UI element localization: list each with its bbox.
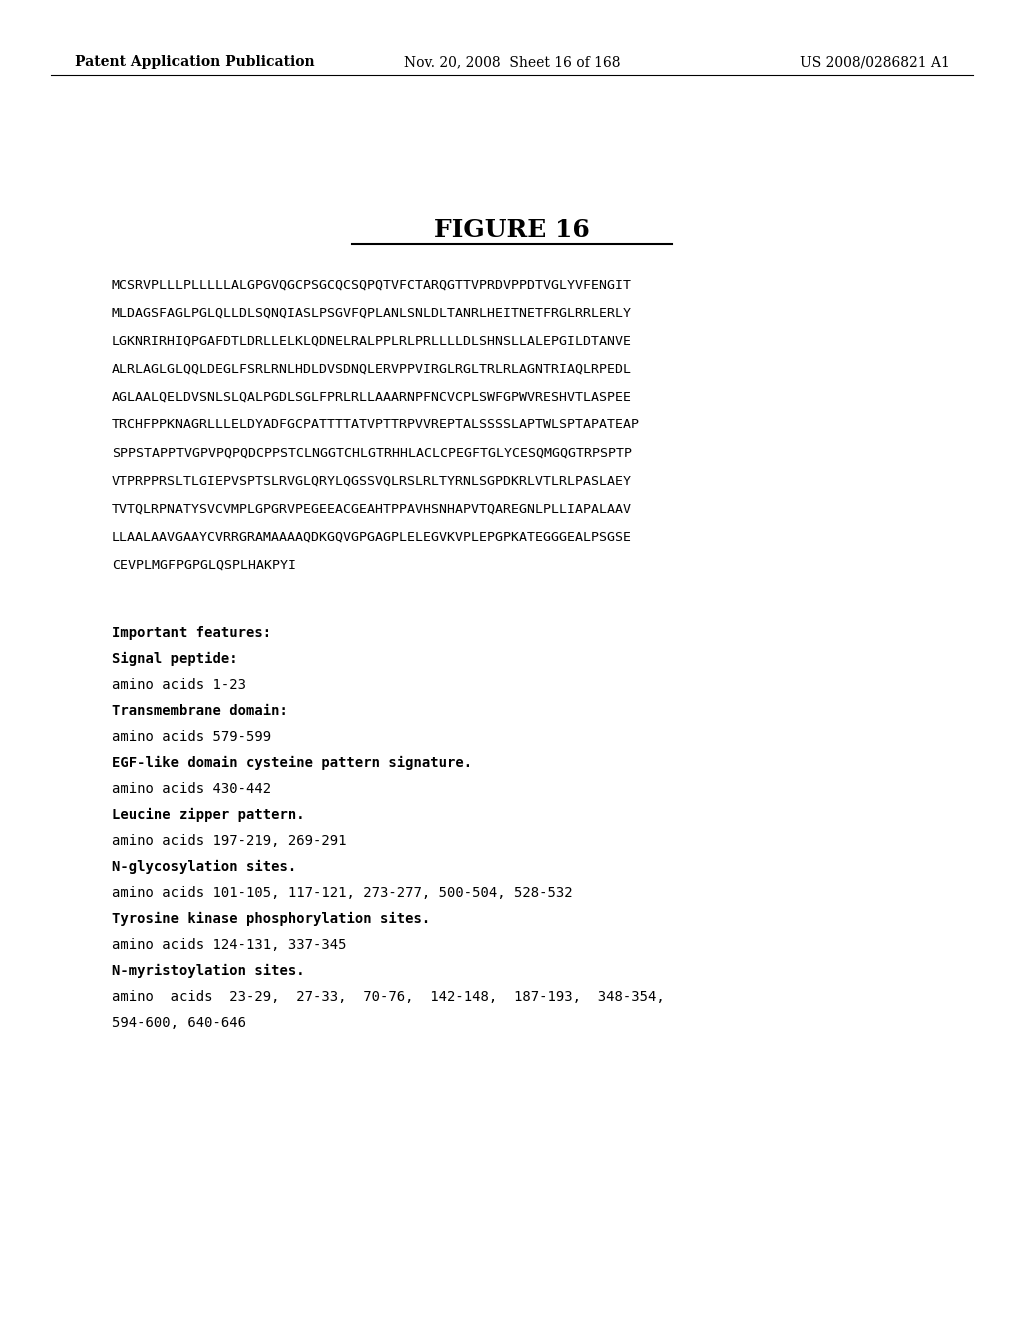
Text: Signal peptide:: Signal peptide: (112, 652, 238, 667)
Text: amino acids 101-105, 117-121, 273-277, 500-504, 528-532: amino acids 101-105, 117-121, 273-277, 5… (112, 886, 572, 900)
Text: TVTQLRPNATYSVCVMPLGPGRVPEGEEACGEAHTPPAVHSNHAPVTQAREGNLPLLIAPALAAV: TVTQLRPNATYSVCVMPLGPGRVPEGEEACGEAHTPPAVH… (112, 503, 632, 516)
Text: TRCHFPPKNAGRLLLELDYADFGCPATTTTATVPTTRPVVREPTALSSSSLAPTWLSPTAPATEAP: TRCHFPPKNAGRLLLELDYADFGCPATTTTATVPTTRPVV… (112, 418, 640, 432)
Text: ALRLAGLGLQQLDEGLFSRLRNLHDLDVSDNQLERVPPVIRGLRGLTRLRLAGNTRIAQLRPEDL: ALRLAGLGLQQLDEGLFSRLRNLHDLDVSDNQLERVPPVI… (112, 363, 632, 375)
Text: EGF-like domain cysteine pattern signature.: EGF-like domain cysteine pattern signatu… (112, 756, 472, 770)
Text: Transmembrane domain:: Transmembrane domain: (112, 704, 288, 718)
Text: MLDAGSFAGLPGLQLLDLSQNQIASLPSGVFQPLANLSNLDLTANRLHEITNETFRGLRRLERLY: MLDAGSFAGLPGLQLLDLSQNQIASLPSGVFQPLANLSNL… (112, 306, 632, 319)
Text: SPPSTAPPTVGPVPQPQDCPPSTCLNGGTCHLGTRHHLACLCPEGFTGLYCESQMGQGTRPSPTP: SPPSTAPPTVGPVPQPQDCPPSTCLNGGTCHLGTRHHLAC… (112, 446, 632, 459)
Text: Tyrosine kinase phosphorylation sites.: Tyrosine kinase phosphorylation sites. (112, 912, 430, 927)
Text: N-myristoylation sites.: N-myristoylation sites. (112, 964, 304, 978)
Text: FIGURE 16: FIGURE 16 (434, 218, 590, 242)
Text: amino acids 430-442: amino acids 430-442 (112, 781, 271, 796)
Text: MCSRVPLLLPLLLLLALGPGVQGCPSGCQCSQPQTVFCTARQGTTVPRDVPPDTVGLYVFENGIT: MCSRVPLLLPLLLLLALGPGVQGCPSGCQCSQPQTVFCTA… (112, 279, 632, 292)
Text: amino acids 579-599: amino acids 579-599 (112, 730, 271, 744)
Text: amino  acids  23-29,  27-33,  70-76,  142-148,  187-193,  348-354,: amino acids 23-29, 27-33, 70-76, 142-148… (112, 990, 665, 1005)
Text: N-glycosylation sites.: N-glycosylation sites. (112, 859, 296, 874)
Text: amino acids 124-131, 337-345: amino acids 124-131, 337-345 (112, 939, 346, 952)
Text: CEVPLMGFPGPGLQSPLHAKPYI: CEVPLMGFPGPGLQSPLHAKPYI (112, 558, 296, 572)
Text: amino acids 197-219, 269-291: amino acids 197-219, 269-291 (112, 834, 346, 847)
Text: Patent Application Publication: Patent Application Publication (75, 55, 314, 69)
Text: amino acids 1-23: amino acids 1-23 (112, 678, 246, 692)
Text: Leucine zipper pattern.: Leucine zipper pattern. (112, 808, 304, 822)
Text: Nov. 20, 2008  Sheet 16 of 168: Nov. 20, 2008 Sheet 16 of 168 (403, 55, 621, 69)
Text: Important features:: Important features: (112, 626, 271, 640)
Text: VTPRPPRSLTLGIEPVSPTSLRVGLQRYLQGSSVQLRSLRLTYRNLSGPDKRLVTLRLPASLAEY: VTPRPPRSLTLGIEPVSPTSLRVGLQRYLQGSSVQLRSLR… (112, 474, 632, 487)
Text: LLAALAAVGAAYCVRRGRAMAAAAQDKGQVGPGAGPLELEGVKVPLEPGPKATEGGGEALPSGSE: LLAALAAVGAAYCVRRGRAMAAAAQDKGQVGPGAGPLELE… (112, 531, 632, 544)
Text: LGKNRIRHIQPGAFDTLDRLLELKLQDNELRALPPLRLPRLLLLDLSHNSLLALEPGILDTANVE: LGKNRIRHIQPGAFDTLDRLLELKLQDNELRALPPLRLPR… (112, 334, 632, 347)
Text: 594-600, 640-646: 594-600, 640-646 (112, 1016, 246, 1030)
Text: AGLAALQELDVSNLSLQALPGDLSGLFPRLRLLAAARNPFNCVCPLSWFGPWVRESHVTLASPEE: AGLAALQELDVSNLSLQALPGDLSGLFPRLRLLAAARNPF… (112, 391, 632, 404)
Text: US 2008/0286821 A1: US 2008/0286821 A1 (800, 55, 950, 69)
